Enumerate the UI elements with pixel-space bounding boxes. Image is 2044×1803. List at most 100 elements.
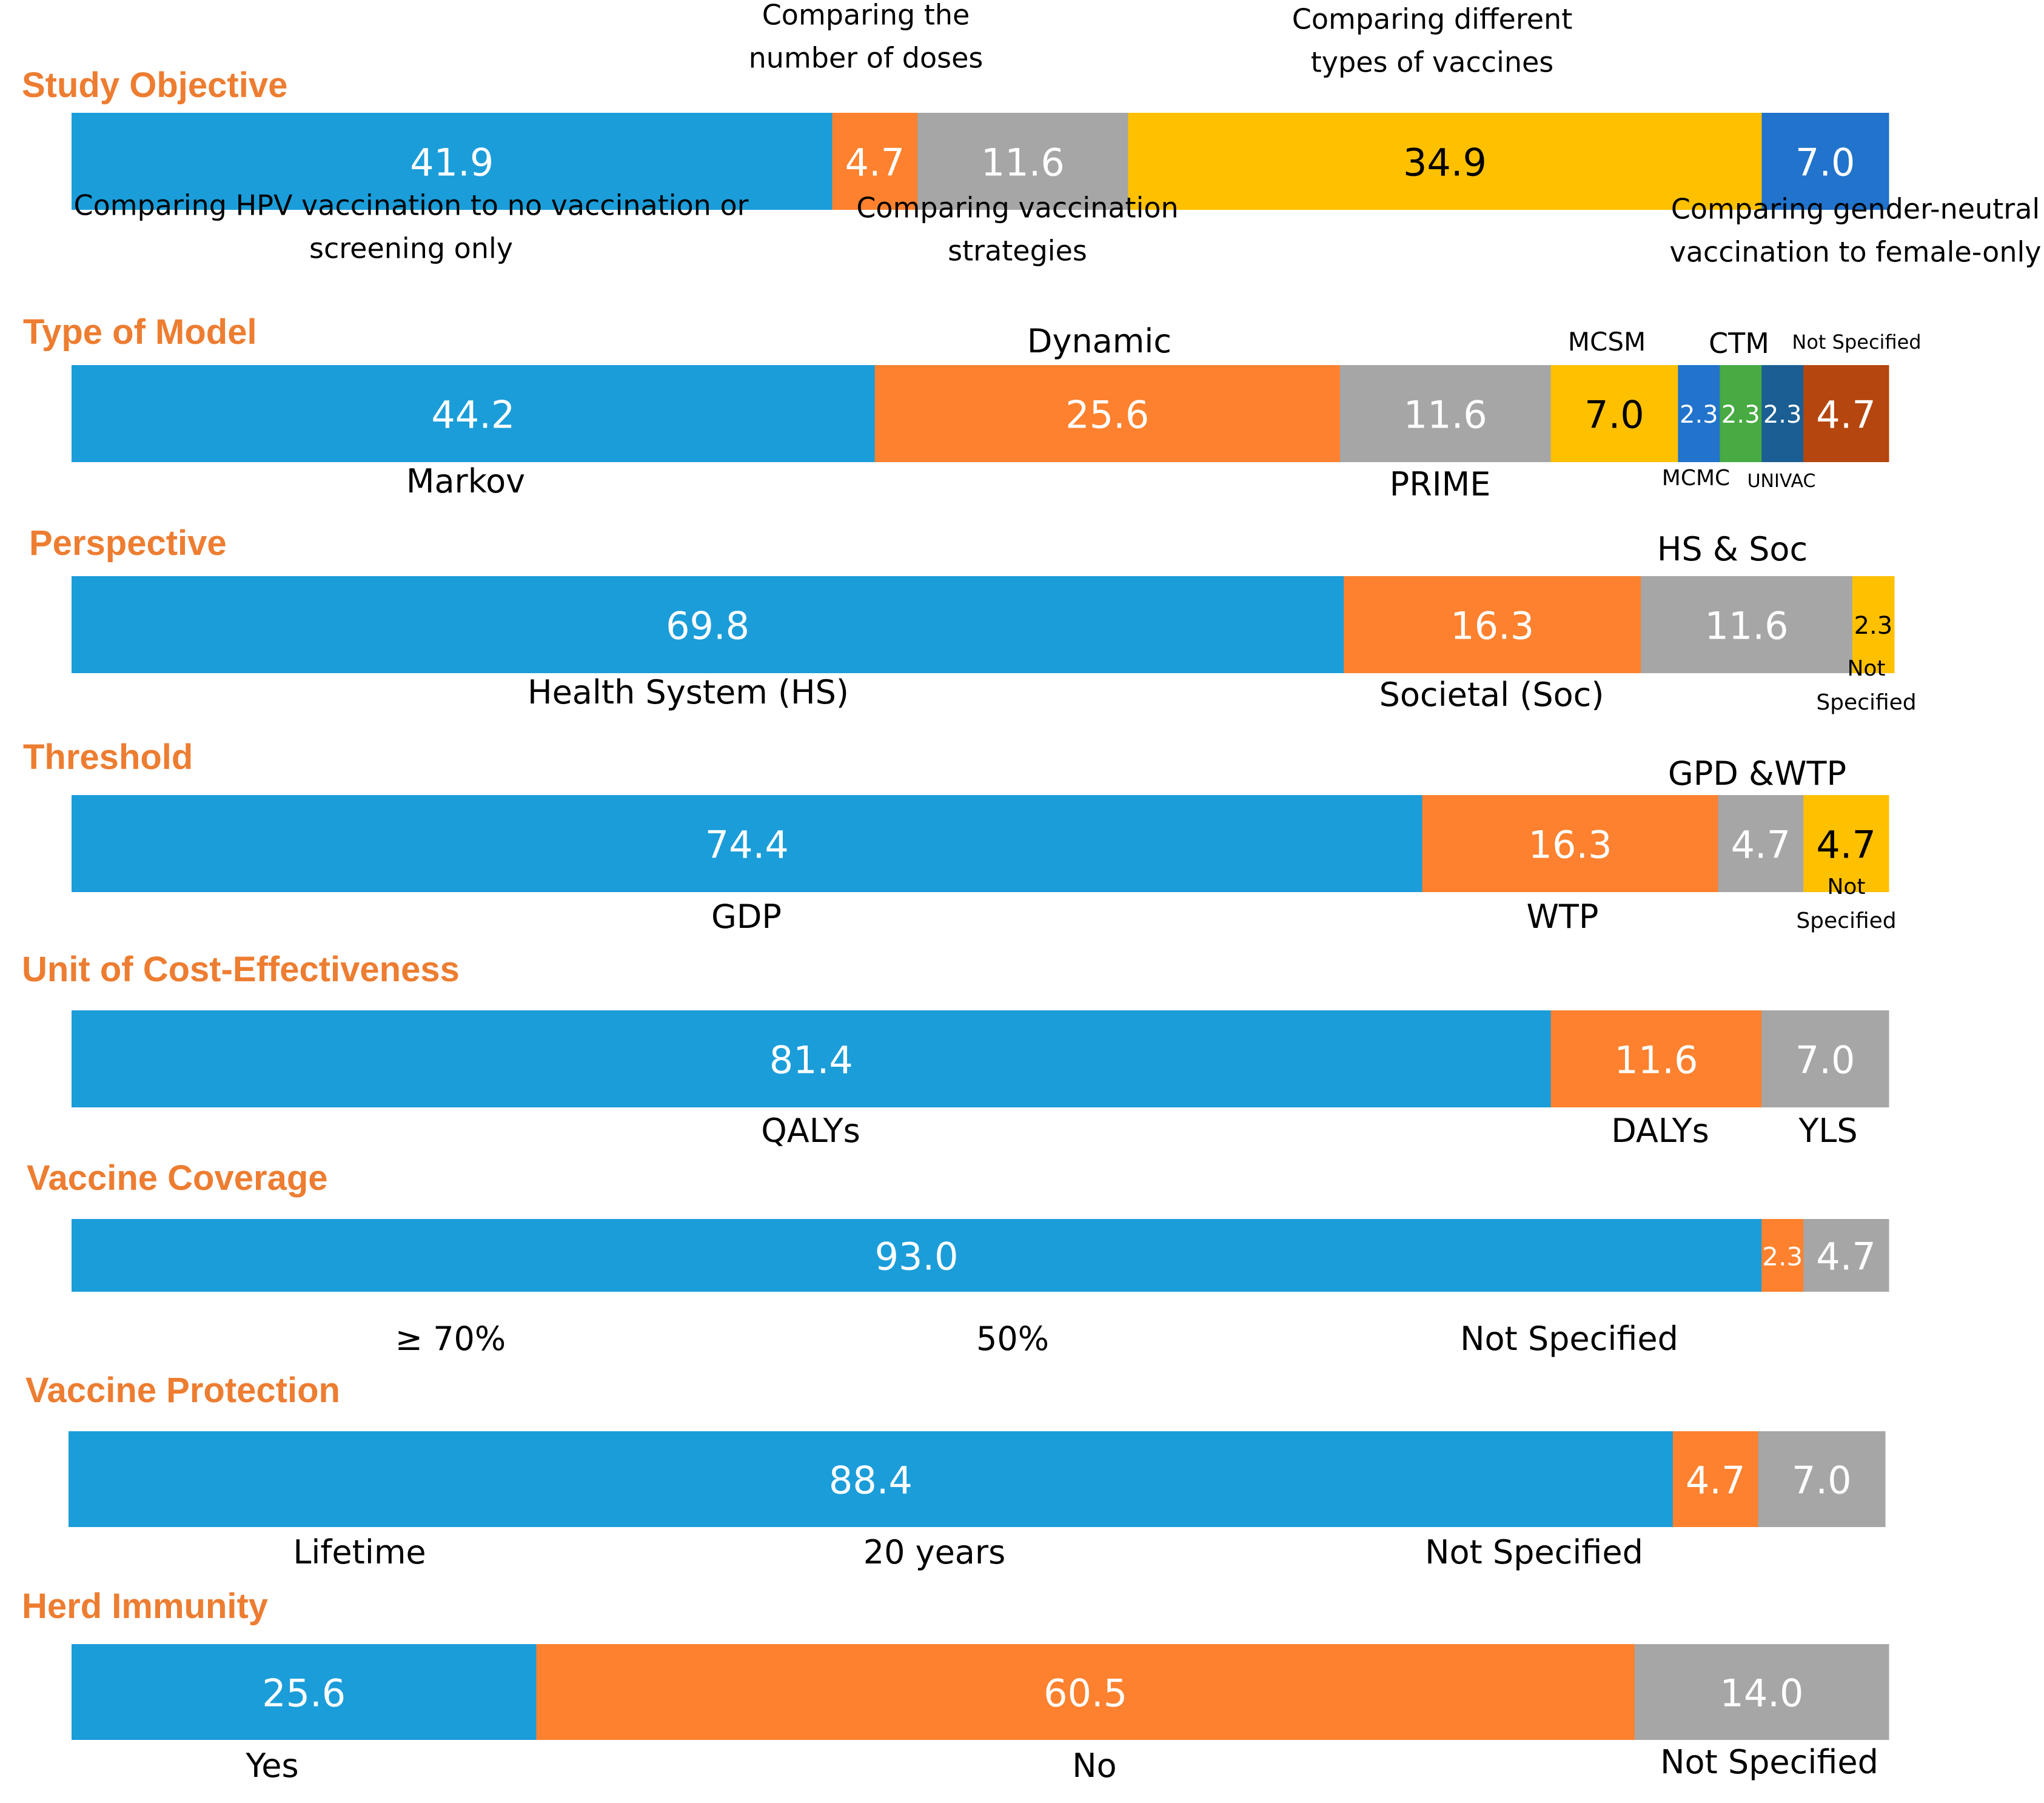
bar-segment-perspective-hs-soc <box>1641 576 1853 673</box>
value-label-vaccine-protection-20-years: 4.7 <box>1686 1459 1746 1503</box>
category-label-type-of-model-mcmc: MCMC <box>1662 466 1730 491</box>
value-label-herd-immunity-yes: 25.6 <box>262 1671 346 1716</box>
value-label-perspective-not-specified: 2.3 <box>1854 612 1893 640</box>
category-label-vaccine-coverage-50: 50% <box>976 1320 1049 1358</box>
category-label-herd-immunity-yes: Yes <box>245 1747 298 1785</box>
row-title-type-of-model: Type of Model <box>23 312 257 352</box>
bar-segment-study-objective-comparing-the-number-of-doses <box>832 113 918 210</box>
category-label-study-objective-comparing-different-types-of-vaccines: Comparing different types of vaccines <box>1292 2 1573 78</box>
value-label-type-of-model-prime: 11.6 <box>1404 393 1487 437</box>
category-label-herd-immunity-no: No <box>1072 1747 1116 1785</box>
bar-segment-type-of-model-not-specified <box>1803 365 1889 462</box>
bar-segment-unit-of-cost-effectiveness-yls <box>1761 1010 1889 1107</box>
category-label-perspective-hs-soc: HS & Soc <box>1657 530 1808 568</box>
bar-segment-type-of-model-mcmc <box>1678 365 1720 462</box>
value-label-type-of-model-markov: 44.2 <box>431 393 515 437</box>
category-label-threshold-wtp: WTP <box>1527 898 1599 936</box>
bar-segment-study-objective-comparing-gender-neutral-vaccination-to-female-only <box>1761 113 1889 210</box>
value-label-type-of-model-dynamic: 25.6 <box>1065 393 1149 437</box>
value-label-type-of-model-mcsm: 7.0 <box>1584 393 1644 437</box>
value-label-vaccine-coverage-70: 93.0 <box>875 1235 959 1279</box>
value-label-study-objective-comparing-gender-neutral-vaccination-to-female-only: 7.0 <box>1795 141 1855 185</box>
category-label-perspective-not-specified: Not Specified <box>1816 656 1916 715</box>
value-label-study-objective-comparing-hpv-vaccination-to-no-vaccination-or-screening-only: 41.9 <box>410 141 494 185</box>
bar-segment-threshold-not-specified <box>1803 795 1889 892</box>
value-label-perspective-societal-soc: 16.3 <box>1450 604 1534 648</box>
bar-segment-perspective-not-specified <box>1852 576 1895 673</box>
bar-segment-type-of-model-mcsm <box>1550 365 1678 462</box>
value-label-threshold-wtp: 16.3 <box>1529 823 1612 867</box>
bar-segment-vaccine-coverage-50 <box>1761 1219 1804 1292</box>
value-label-vaccine-protection-not-specified: 7.0 <box>1792 1459 1852 1503</box>
bar-segment-vaccine-coverage-not-specified <box>1803 1219 1889 1292</box>
value-label-threshold-gpd-wtp: 4.7 <box>1731 823 1791 867</box>
bar-segment-perspective-societal-soc <box>1344 576 1641 673</box>
row-title-vaccine-coverage: Vaccine Coverage <box>27 1158 328 1198</box>
category-label-study-objective-comparing-the-number-of-doses: Comparing the number of doses <box>749 0 983 75</box>
value-label-threshold-not-specified: 4.7 <box>1816 823 1876 867</box>
category-label-vaccine-protection-not-specified: Not Specified <box>1425 1533 1643 1571</box>
category-label-unit-of-cost-effectiveness-yls: YLS <box>1798 1112 1857 1150</box>
category-label-type-of-model-mcsm: MCSM <box>1568 327 1646 357</box>
value-label-vaccine-protection-lifetime: 88.4 <box>829 1459 913 1503</box>
value-label-unit-of-cost-effectiveness-yls: 7.0 <box>1795 1038 1855 1083</box>
category-label-perspective-societal-soc: Societal (Soc) <box>1379 676 1604 714</box>
bar-segment-type-of-model-ctm <box>1720 365 1762 462</box>
category-label-type-of-model-ctm: CTM <box>1709 327 1769 360</box>
category-label-type-of-model-not-specified: Not Specified <box>1792 331 1921 354</box>
bar-segment-vaccine-protection-not-specified <box>1758 1431 1886 1527</box>
category-label-vaccine-coverage-70: ≥ 70% <box>395 1320 506 1358</box>
row-title-unit-of-cost-effectiveness: Unit of Cost-Effectiveness <box>22 950 460 989</box>
row-title-perspective: Perspective <box>29 523 227 563</box>
bar-segment-study-objective-comparing-hpv-vaccination-to-no-vaccination-or-screening-only <box>72 113 833 210</box>
bar-segment-herd-immunity-yes <box>72 1644 537 1740</box>
bar-segment-perspective-health-system-hs <box>72 576 1344 673</box>
row-title-threshold: Threshold <box>23 737 193 777</box>
value-label-study-objective-comparing-the-number-of-doses: 4.7 <box>845 141 905 185</box>
bar-segment-threshold-gpd-wtp <box>1718 795 1804 892</box>
value-label-perspective-health-system-hs: 69.8 <box>666 604 749 648</box>
row-title-herd-immunity: Herd Immunity <box>22 1586 268 1626</box>
category-label-unit-of-cost-effectiveness-qalys: QALYs <box>761 1112 860 1150</box>
value-label-study-objective-comparing-vaccination-strategies: 11.6 <box>981 141 1065 185</box>
row-title-vaccine-protection: Vaccine Protection <box>25 1371 340 1410</box>
bar-segment-unit-of-cost-effectiveness-qalys <box>72 1010 1552 1107</box>
category-label-type-of-model-dynamic: Dynamic <box>1027 322 1171 360</box>
bar-segment-type-of-model-markov <box>72 365 876 462</box>
value-label-study-objective-comparing-different-types-of-vaccines: 34.9 <box>1403 141 1487 185</box>
value-label-unit-of-cost-effectiveness-dalys: 11.6 <box>1614 1038 1698 1083</box>
category-label-type-of-model-prime: PRIME <box>1390 465 1491 503</box>
value-label-vaccine-coverage-not-specified: 4.7 <box>1816 1235 1876 1279</box>
category-label-vaccine-protection-20-years: 20 years <box>863 1533 1005 1571</box>
value-label-unit-of-cost-effectiveness-qalys: 81.4 <box>769 1038 853 1083</box>
category-label-threshold-gpd-wtp: GPD &WTP <box>1668 754 1846 793</box>
value-label-herd-immunity-not-specified: 14.0 <box>1720 1671 1803 1716</box>
category-label-vaccine-protection-lifetime: Lifetime <box>293 1533 426 1571</box>
category-label-study-objective-comparing-vaccination-strategies: Comparing vaccination strategies <box>856 191 1178 267</box>
bar-segment-vaccine-protection-20-years <box>1672 1431 1758 1527</box>
bar-segment-vaccine-coverage-70 <box>72 1219 1762 1292</box>
bar-segment-herd-immunity-no <box>536 1644 1635 1740</box>
category-label-study-objective-comparing-gender-neutral-vaccination-to-female-only: Comparing gender-neutral vaccination to f… <box>1670 192 2042 268</box>
value-label-type-of-model-ctm: 2.3 <box>1721 401 1760 429</box>
value-label-type-of-model-mcmc: 2.3 <box>1680 401 1718 429</box>
bar-segment-type-of-model-univac <box>1761 365 1804 462</box>
category-label-herd-immunity-not-specified: Not Specified <box>1660 1743 1878 1781</box>
bar-segment-type-of-model-prime <box>1339 365 1552 462</box>
bar-segment-type-of-model-dynamic <box>874 365 1341 462</box>
row-title-study-objective: Study Objective <box>22 65 287 105</box>
value-label-type-of-model-univac: 2.3 <box>1763 401 1802 429</box>
value-label-herd-immunity-no: 60.5 <box>1044 1671 1127 1716</box>
bar-segment-threshold-wtp <box>1422 795 1719 892</box>
bar-segment-vaccine-protection-lifetime <box>69 1431 1674 1527</box>
category-label-perspective-health-system-hs: Health System (HS) <box>528 673 849 711</box>
bar-segment-study-objective-comparing-different-types-of-vaccines <box>1128 113 1762 210</box>
bar-segment-herd-immunity-not-specified <box>1634 1644 1889 1740</box>
category-label-study-objective-comparing-hpv-vaccination-to-no-vaccination-or-screening-only: Comparing HPV vaccination to no vaccinat… <box>73 189 748 264</box>
value-label-perspective-hs-soc: 11.6 <box>1704 604 1788 648</box>
bar-segment-study-objective-comparing-vaccination-strategies <box>917 113 1129 210</box>
value-label-vaccine-coverage-50: 2.3 <box>1762 1242 1803 1272</box>
category-label-vaccine-coverage-not-specified: Not Specified <box>1460 1320 1678 1358</box>
category-label-type-of-model-univac: UNIVAC <box>1747 471 1816 492</box>
